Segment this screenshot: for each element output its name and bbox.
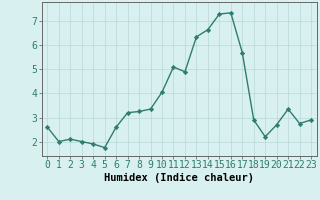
X-axis label: Humidex (Indice chaleur): Humidex (Indice chaleur) [104,173,254,183]
